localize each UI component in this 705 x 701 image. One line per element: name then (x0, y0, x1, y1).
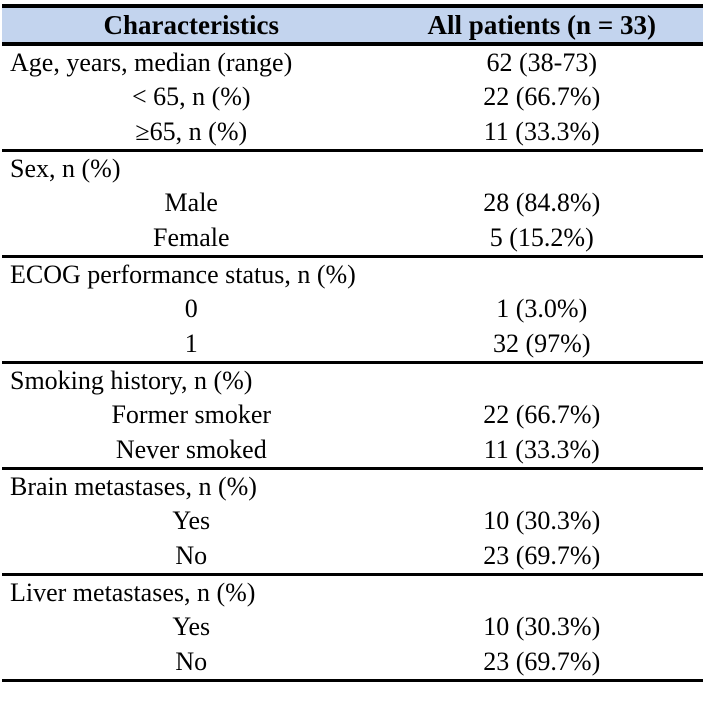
table-row: Yes 10 (30.3%) (2, 610, 703, 644)
row-value: 10 (30.3%) (483, 612, 601, 642)
patient-characteristics-table: Characteristics All patients (n = 33) Ag… (2, 4, 703, 682)
table-section: ECOG performance status, n (%) 0 1 (3.0%… (2, 258, 703, 364)
column-header-characteristics: Characteristics (103, 10, 279, 40)
row-label: 0 (184, 294, 198, 324)
section-rows: Yes 10 (30.3%) No 23 (69.7%) (2, 504, 703, 573)
row-value: 23 (69.7%) (483, 540, 601, 570)
section-header-row: Sex, n (%) (2, 152, 703, 186)
row-value: 22 (66.7%) (483, 82, 601, 112)
section-rows: 0 1 (3.0%) 1 32 (97%) (2, 292, 703, 361)
row-value: 11 (33.3%) (483, 116, 600, 146)
row-label: Yes (172, 506, 211, 536)
table-section: Liver metastases, n (%) Yes 10 (30.3%) N… (2, 576, 703, 682)
row-value: 5 (15.2%) (489, 222, 594, 252)
table: Characteristics All patients (n = 33) Ag… (2, 4, 703, 682)
row-value: 23 (69.7%) (483, 646, 601, 676)
table-row: No 23 (69.7%) (2, 645, 703, 679)
table-row: Former smoker 22 (66.7%) (2, 398, 703, 432)
section-rows: Former smoker 22 (66.7%) Never smoked 11… (2, 398, 703, 467)
row-label: Female (153, 222, 230, 252)
table-row: Never smoked 11 (33.3%) (2, 433, 703, 467)
section-header-row: Age, years, median (range) 62 (38-73) (2, 46, 703, 80)
table-section: Smoking history, n (%) Former smoker 22 … (2, 364, 703, 470)
section-header-label: Smoking history, n (%) (10, 365, 253, 395)
table-body: Age, years, median (range) 62 (38-73) < … (2, 46, 703, 682)
section-header-value: 62 (38-73) (486, 48, 597, 77)
table-header-row: Characteristics All patients (n = 33) (2, 8, 703, 46)
table-section: Age, years, median (range) 62 (38-73) < … (2, 46, 703, 152)
row-label: No (175, 646, 208, 676)
row-value: 11 (33.3%) (483, 434, 600, 464)
row-label: Never smoked (115, 434, 267, 464)
table-section: Brain metastases, n (%) Yes 10 (30.3%) N… (2, 470, 703, 576)
table-row: 0 1 (3.0%) (2, 292, 703, 326)
section-header-row: Liver metastases, n (%) (2, 576, 703, 610)
section-header-label: Brain metastases, n (%) (10, 471, 257, 501)
row-label: 1 (184, 328, 198, 358)
section-header-label: Liver metastases, n (%) (10, 577, 256, 607)
column-header-all-patients: All patients (n = 33) (427, 10, 656, 40)
section-header-row: ECOG performance status, n (%) (2, 258, 703, 292)
row-label: Yes (172, 612, 211, 642)
section-header-row: Brain metastases, n (%) (2, 470, 703, 504)
row-value: 32 (97%) (493, 328, 591, 358)
row-value: 10 (30.3%) (483, 506, 601, 536)
table-row: Yes 10 (30.3%) (2, 504, 703, 538)
table-row: No 23 (69.7%) (2, 539, 703, 573)
row-value: 1 (3.0%) (496, 294, 588, 324)
section-rows: Male 28 (84.8%) Female 5 (15.2%) (2, 186, 703, 255)
row-value: 28 (84.8%) (483, 188, 601, 218)
section-header-label: Sex, n (%) (10, 153, 121, 183)
row-label: Male (164, 188, 218, 218)
section-header-row: Smoking history, n (%) (2, 364, 703, 398)
section-rows: Yes 10 (30.3%) No 23 (69.7%) (2, 610, 703, 679)
row-label: No (175, 540, 208, 570)
row-value: 22 (66.7%) (483, 400, 601, 430)
table-row: Female 5 (15.2%) (2, 221, 703, 255)
row-label: < 65, n (%) (131, 82, 251, 112)
table-section: Sex, n (%) Male 28 (84.8%) Female 5 (15.… (2, 152, 703, 258)
section-header-label: ECOG performance status, n (%) (10, 259, 356, 289)
table-row: ≥65, n (%) 11 (33.3%) (2, 115, 703, 149)
section-header-label: Age, years, median (range) (10, 48, 293, 77)
section-rows: < 65, n (%) 22 (66.7%) ≥65, n (%) 11 (33… (2, 80, 703, 149)
row-label: ≥65, n (%) (135, 116, 248, 146)
table-row: 1 32 (97%) (2, 327, 703, 361)
row-label: Former smoker (111, 400, 272, 430)
table-row: Male 28 (84.8%) (2, 186, 703, 220)
table-row: < 65, n (%) 22 (66.7%) (2, 80, 703, 114)
